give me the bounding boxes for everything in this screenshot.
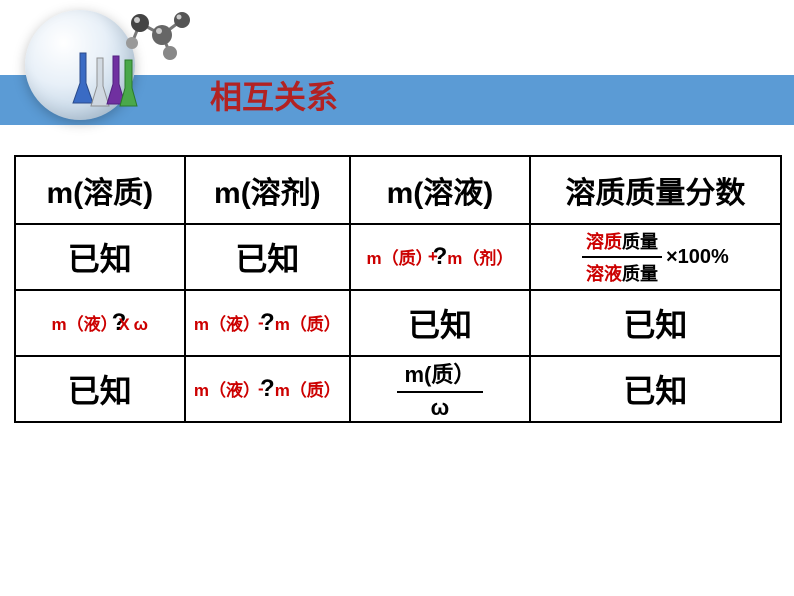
table-header-row: m(溶质) m(溶剂) m(溶液) 溶质质量分数 <box>15 156 781 224</box>
cell-fraction-simple: m(质） ω <box>350 356 530 422</box>
logo-circle <box>25 10 135 120</box>
molecule-icon <box>120 5 200 65</box>
cell-known: 已知 <box>530 356 781 422</box>
cell-formula: m（液）?Xω <box>15 290 185 356</box>
cell-formula: m（液）?m（质） - <box>185 356 351 422</box>
cell-known: 已知 <box>185 224 351 290</box>
table-row: 已知 m（液）?m（质） - m(质） ω 已知 <box>15 356 781 422</box>
table-row: 已知 已知 m（质）?m（剂） + 溶质质量 溶液质量 ×100% <box>15 224 781 290</box>
header-mass-fraction: 溶质质量分数 <box>530 156 781 224</box>
cell-known: 已知 <box>350 290 530 356</box>
cell-known: 已知 <box>15 224 185 290</box>
cell-known: 已知 <box>530 290 781 356</box>
header-solvent-mass: m(溶剂) <box>185 156 351 224</box>
cell-fraction-formula: 溶质质量 溶液质量 ×100% <box>530 224 781 290</box>
slide-title: 相互关系 <box>210 72 338 118</box>
cell-known: 已知 <box>15 356 185 422</box>
table-row: m（液）?Xω m（液）?m（质） - 已知 已知 <box>15 290 781 356</box>
header-solute-mass: m(溶质) <box>15 156 185 224</box>
cell-formula: m（液）?m（质） - <box>185 290 351 356</box>
cell-formula: m（质）?m（剂） + <box>350 224 530 290</box>
relation-table: m(溶质) m(溶剂) m(溶液) 溶质质量分数 已知 已知 m（质）?m（剂）… <box>14 155 782 423</box>
header-solution-mass: m(溶液) <box>350 156 530 224</box>
